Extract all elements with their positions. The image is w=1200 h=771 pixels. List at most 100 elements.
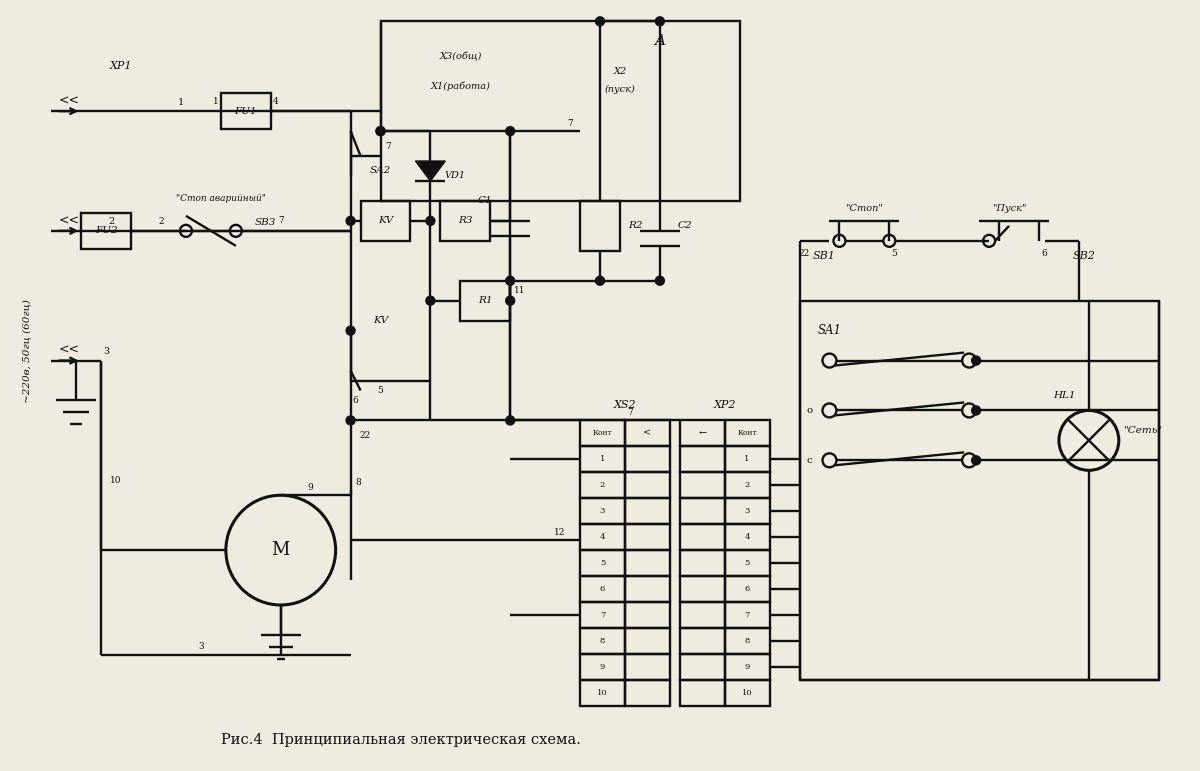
- Text: ХР1: ХР1: [110, 61, 132, 71]
- Text: C2: C2: [678, 221, 692, 231]
- Text: SB2: SB2: [1073, 251, 1096, 261]
- Text: <<: <<: [59, 95, 79, 108]
- Text: 9: 9: [600, 663, 605, 671]
- Text: HL1: HL1: [1052, 391, 1075, 400]
- Bar: [580, 654, 625, 680]
- Text: ХS2: ХS2: [613, 400, 636, 410]
- Text: 6: 6: [1042, 249, 1046, 258]
- Bar: [580, 473, 625, 498]
- Text: KV: KV: [373, 316, 388, 325]
- Text: 5: 5: [600, 559, 605, 567]
- Bar: [580, 524, 625, 550]
- Bar: [725, 602, 769, 628]
- Bar: [580, 576, 625, 602]
- Circle shape: [346, 416, 355, 425]
- Bar: [625, 524, 670, 550]
- Polygon shape: [415, 161, 445, 181]
- Bar: [799, 301, 1159, 680]
- Text: Х3(общ): Х3(общ): [439, 52, 481, 61]
- Text: (пуск): (пуск): [605, 85, 635, 94]
- Text: 5: 5: [744, 559, 750, 567]
- Text: SA1: SA1: [817, 324, 841, 337]
- Text: 2: 2: [158, 217, 164, 227]
- Circle shape: [972, 356, 980, 365]
- Bar: [725, 628, 769, 654]
- Bar: [725, 420, 769, 446]
- Text: SB3: SB3: [256, 218, 276, 227]
- Circle shape: [505, 126, 515, 136]
- Text: 6: 6: [600, 585, 605, 593]
- Text: <<: <<: [59, 344, 79, 357]
- Text: FU1: FU1: [234, 106, 257, 116]
- Text: 22: 22: [799, 249, 810, 258]
- Bar: [461, 281, 510, 321]
- Bar: [580, 498, 625, 524]
- Bar: [680, 473, 725, 498]
- Bar: [725, 498, 769, 524]
- Text: 10: 10: [110, 476, 122, 485]
- Text: M: M: [271, 541, 290, 559]
- Circle shape: [426, 217, 434, 225]
- Text: FU2: FU2: [95, 227, 118, 235]
- Text: Конт: Конт: [593, 429, 612, 437]
- Bar: [221, 93, 271, 129]
- Bar: [360, 201, 410, 241]
- Text: A: A: [654, 34, 665, 49]
- Text: Х2: Х2: [613, 67, 626, 76]
- Bar: [580, 446, 625, 473]
- Circle shape: [655, 17, 665, 26]
- Bar: [625, 446, 670, 473]
- Bar: [725, 446, 769, 473]
- Bar: [680, 420, 725, 446]
- Bar: [680, 654, 725, 680]
- Text: 1: 1: [214, 96, 218, 106]
- Text: SA2: SA2: [370, 167, 391, 176]
- Text: "Сеть": "Сеть": [1124, 426, 1163, 435]
- Circle shape: [505, 296, 515, 305]
- Bar: [680, 602, 725, 628]
- Text: KV: KV: [378, 217, 394, 225]
- Bar: [725, 473, 769, 498]
- Text: "Стоп": "Стоп": [846, 204, 883, 214]
- Text: 2: 2: [600, 481, 605, 490]
- Text: 7: 7: [568, 119, 572, 128]
- Circle shape: [972, 406, 980, 415]
- Text: SB1: SB1: [814, 251, 836, 261]
- Bar: [725, 680, 769, 705]
- Bar: [440, 201, 491, 241]
- Text: о: о: [806, 406, 812, 415]
- Text: ХР2: ХР2: [714, 400, 736, 410]
- Circle shape: [655, 276, 665, 285]
- Bar: [580, 680, 625, 705]
- Text: 10: 10: [742, 689, 752, 697]
- Bar: [625, 420, 670, 446]
- Text: 4: 4: [600, 534, 605, 541]
- Text: "Стоп аварийный": "Стоп аварийный": [176, 194, 266, 204]
- Text: 4: 4: [744, 534, 750, 541]
- Text: 7: 7: [628, 408, 632, 417]
- Circle shape: [346, 326, 355, 335]
- Bar: [625, 473, 670, 498]
- Text: 3: 3: [103, 347, 109, 356]
- Circle shape: [595, 276, 605, 285]
- Text: 1: 1: [744, 456, 750, 463]
- Text: с: с: [806, 456, 812, 465]
- Text: R2: R2: [628, 221, 642, 231]
- Bar: [580, 628, 625, 654]
- Bar: [625, 628, 670, 654]
- Text: <: <: [643, 429, 652, 438]
- Text: 6: 6: [744, 585, 750, 593]
- Text: VD1: VD1: [445, 171, 466, 180]
- Circle shape: [972, 456, 980, 465]
- Circle shape: [505, 276, 515, 285]
- Text: Конт: Конт: [737, 429, 757, 437]
- Bar: [580, 420, 625, 446]
- Text: 7: 7: [385, 142, 391, 150]
- Bar: [680, 680, 725, 705]
- Text: R3: R3: [458, 217, 473, 225]
- Text: 4: 4: [272, 96, 278, 106]
- Text: ~220в, 50гц (60гц): ~220в, 50гц (60гц): [22, 298, 31, 402]
- Text: 8: 8: [355, 478, 361, 487]
- Text: 12: 12: [554, 527, 565, 537]
- Bar: [625, 498, 670, 524]
